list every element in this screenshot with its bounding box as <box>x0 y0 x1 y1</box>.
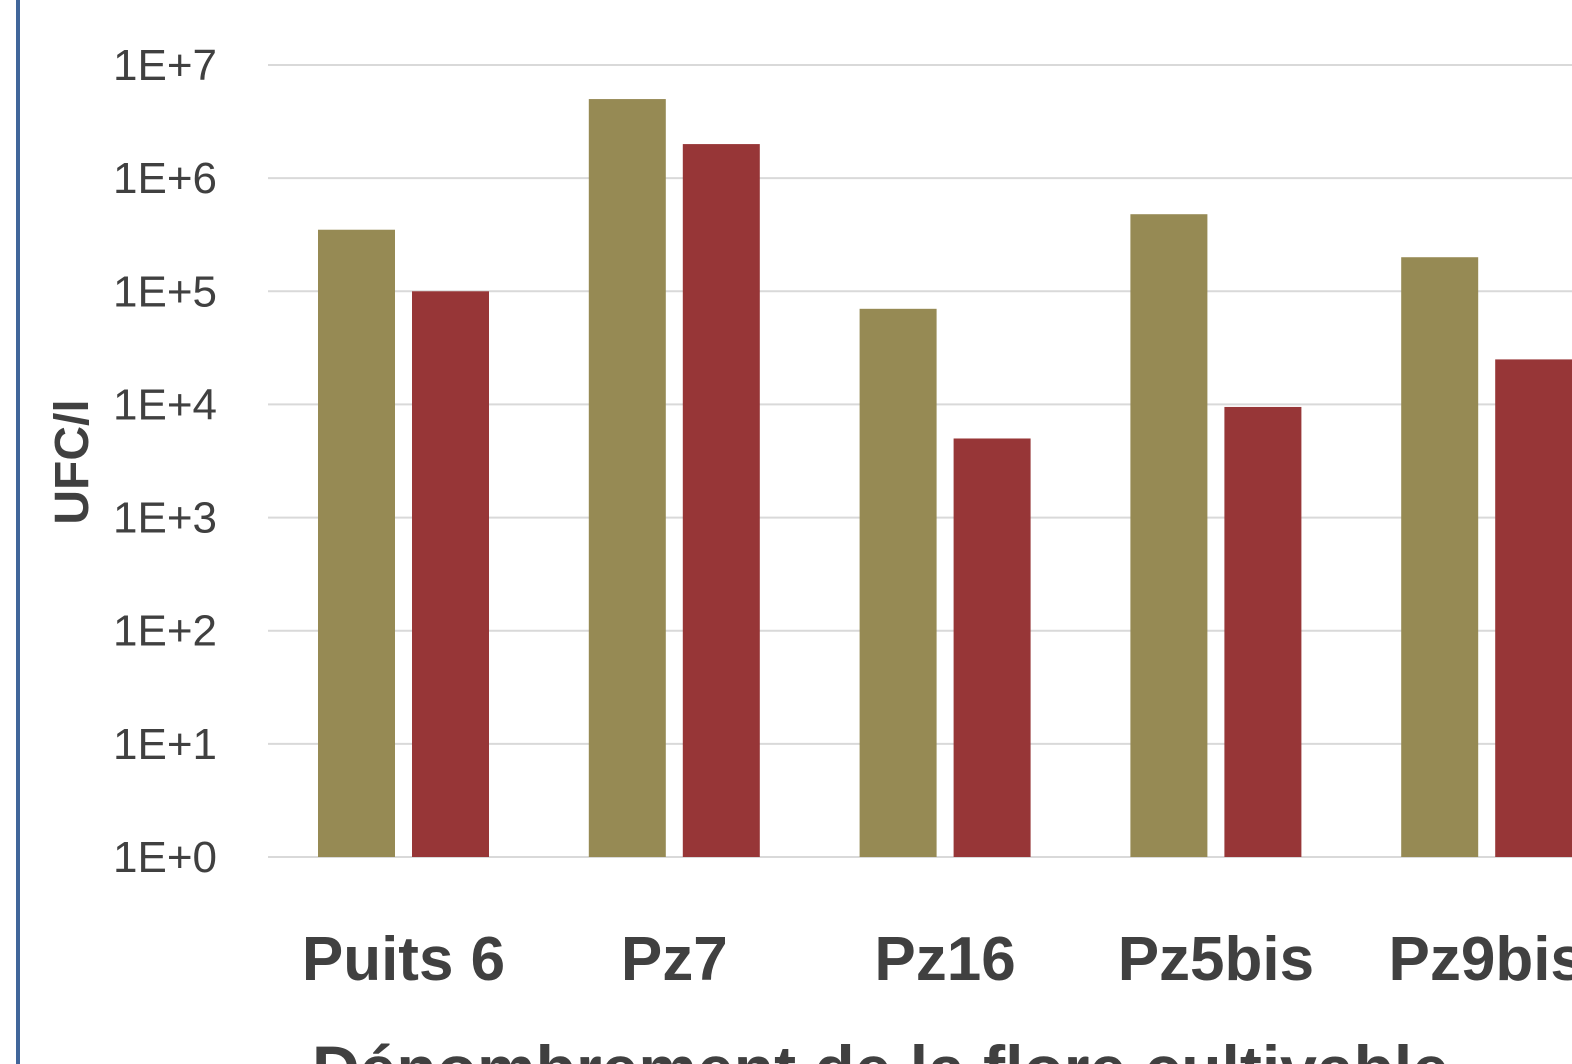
y-axis-title: UFC/l <box>46 399 99 524</box>
category-labels: Puits 6 Pz7 Pz16 Pz5bis Pz9bis <box>302 925 1572 994</box>
bar-series1-puits-6 <box>318 229 395 858</box>
y-tick-labels: 1E+0 1E+1 1E+2 1E+3 1E+4 1E+5 1E+6 1E+7 <box>113 41 217 882</box>
y-tick-label: 1E+3 <box>113 494 217 543</box>
bar-series1-pz7 <box>588 99 666 858</box>
y-tick-label: 1E+0 <box>113 833 217 882</box>
y-tick-label: 1E+4 <box>113 380 217 429</box>
bar-series1-pz16 <box>859 308 937 857</box>
y-tick-label: 1E+5 <box>113 267 217 316</box>
bar-series2-pz7 <box>682 144 760 857</box>
bar-series2-puits-6 <box>412 291 489 857</box>
bar-series2-pz9bis <box>1495 359 1572 857</box>
bar-series1-pz9bis <box>1401 257 1479 857</box>
x-axis-title: Dénombrement de la flore cultivable <box>312 1032 1449 1064</box>
frame-left-border <box>16 0 20 1064</box>
category-label: Pz16 <box>874 925 1015 994</box>
category-label: Pz5bis <box>1118 925 1314 994</box>
bar-series2-pz5bis <box>1224 406 1302 857</box>
category-label: Puits 6 <box>302 925 505 994</box>
bar-series1-pz5bis <box>1130 214 1208 857</box>
bars <box>318 99 1572 858</box>
category-label: Pz7 <box>621 925 728 994</box>
y-tick-label: 1E+2 <box>113 607 217 656</box>
y-tick-label: 1E+1 <box>113 720 217 769</box>
y-tick-label: 1E+7 <box>113 41 217 90</box>
y-tick-label: 1E+6 <box>113 154 217 203</box>
bar-series2-pz16 <box>953 438 1031 857</box>
category-label: Pz9bis <box>1388 925 1572 994</box>
